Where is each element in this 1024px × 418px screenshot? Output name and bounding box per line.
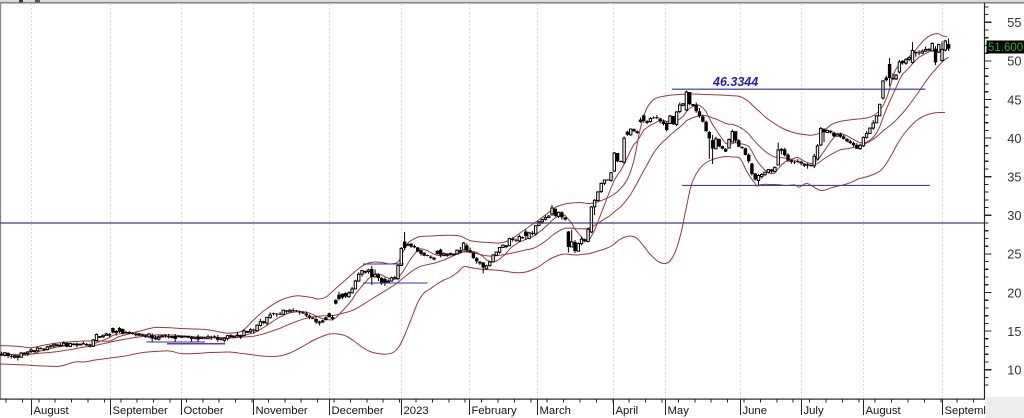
svg-text:46.3344: 46.3344 xyxy=(712,75,758,89)
svg-text:2023: 2023 xyxy=(404,405,429,417)
svg-text:December: December xyxy=(332,405,384,417)
svg-text:February: February xyxy=(472,405,518,417)
svg-text:35: 35 xyxy=(1007,170,1021,185)
svg-text:June: June xyxy=(743,405,768,417)
svg-text:March: March xyxy=(540,405,571,417)
svg-text:40: 40 xyxy=(1007,131,1021,146)
svg-text:November: November xyxy=(256,405,308,417)
svg-text:45: 45 xyxy=(1007,92,1021,107)
svg-text:August: August xyxy=(34,405,70,417)
svg-text:October: October xyxy=(184,405,224,417)
svg-text:April: April xyxy=(616,405,639,417)
svg-text:15: 15 xyxy=(1007,324,1021,339)
svg-text:25: 25 xyxy=(1007,247,1021,262)
svg-text:55: 55 xyxy=(1007,15,1021,30)
svg-text:30: 30 xyxy=(1007,208,1021,223)
svg-text:51.600: 51.600 xyxy=(988,42,1023,54)
svg-text:July: July xyxy=(804,405,824,417)
svg-text:Septemb: Septemb xyxy=(945,405,990,417)
svg-text:September: September xyxy=(113,405,168,417)
svg-text:20: 20 xyxy=(1007,285,1021,300)
svg-text:10: 10 xyxy=(1007,363,1021,378)
svg-text:August: August xyxy=(866,405,902,417)
svg-text:50: 50 xyxy=(1007,54,1021,69)
svg-text:May: May xyxy=(668,405,690,417)
